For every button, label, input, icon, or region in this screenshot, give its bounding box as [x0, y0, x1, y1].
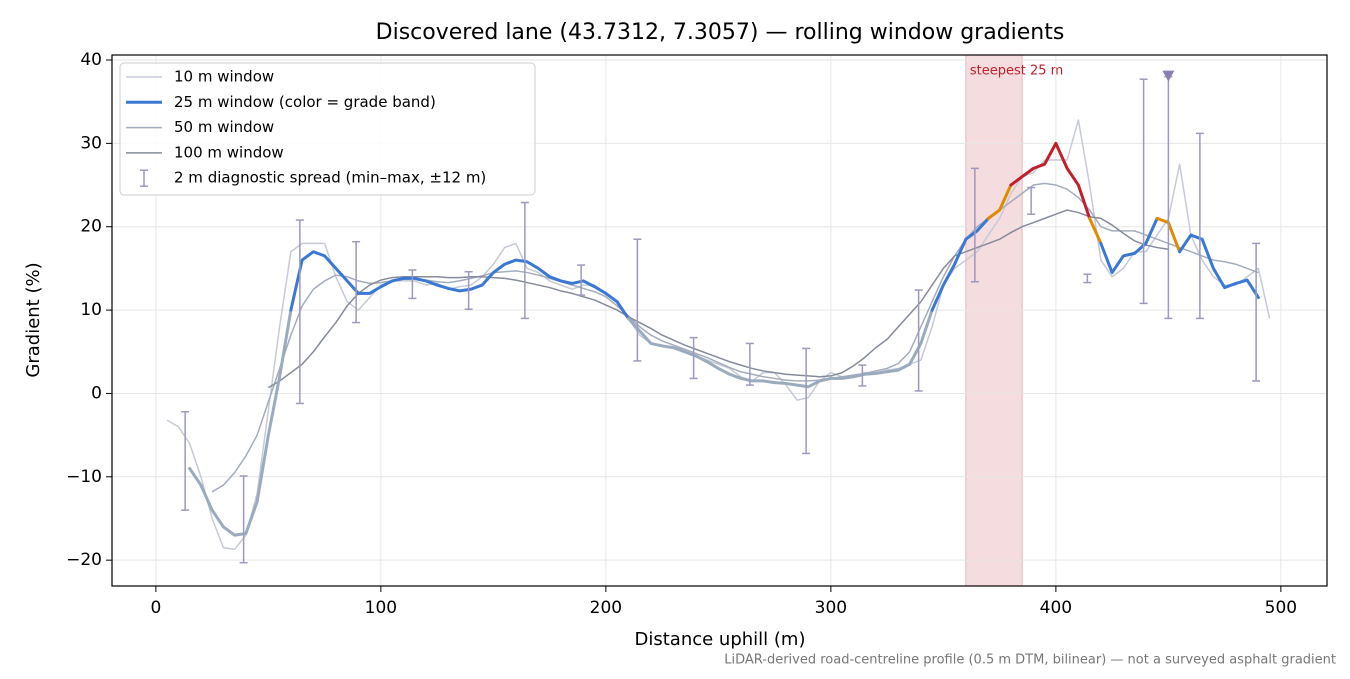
error-bar	[352, 240, 361, 324]
error-bar	[745, 342, 754, 386]
error-bar	[408, 269, 417, 300]
x-tick-label: 300	[815, 598, 847, 618]
line-segment	[626, 308, 934, 389]
x-tick-label: 200	[590, 598, 622, 618]
line	[267, 209, 1169, 389]
x-axis-label: Distance uphill (m)	[635, 629, 806, 650]
x-tick-label: 400	[1040, 598, 1072, 618]
legend-label: 10 m window	[174, 68, 274, 86]
highlight-label: steepest 25 m	[970, 64, 1063, 79]
line	[166, 119, 1271, 551]
error-bar	[464, 270, 473, 310]
line-segment	[1088, 216, 1103, 245]
y-tick-label: 40	[80, 50, 102, 70]
error-bar	[239, 475, 248, 564]
error-bar	[577, 264, 586, 296]
clip-marker	[1162, 70, 1175, 82]
plot-frame	[111, 54, 1328, 587]
error-bar	[1083, 273, 1092, 284]
x-tick-label: 100	[365, 598, 397, 618]
line-segment	[188, 308, 293, 537]
legend-label: 25 m window (color = grade band)	[174, 93, 436, 111]
error-bar	[802, 347, 811, 455]
highlight-span	[965, 54, 1023, 587]
y-tick-label: 20	[80, 217, 102, 237]
y-tick-label: 10	[80, 300, 102, 320]
error-bar	[689, 336, 698, 380]
error-bar	[181, 411, 190, 511]
error-bar	[1195, 132, 1204, 320]
y-tick-label: 0	[91, 383, 102, 403]
error-bar	[970, 167, 979, 283]
y-tick-label: −10	[66, 467, 102, 487]
legend-label: 2 m diagnostic spread (min–max, ±12 m)	[174, 169, 486, 187]
x-tick-label: 0	[150, 598, 161, 618]
error-bar	[1252, 242, 1261, 382]
line-segment	[930, 216, 990, 312]
legend: 10 m window 25 m window (color = grade ba…	[119, 62, 536, 196]
legend-box	[119, 62, 536, 196]
line-segment	[1099, 216, 1159, 275]
x-tick-label: 500	[1265, 598, 1297, 618]
legend-label: 100 m window	[174, 143, 284, 161]
error-bar	[858, 364, 867, 387]
line-segment	[986, 183, 1013, 220]
error-bar	[520, 201, 529, 320]
chart-title: Discovered lane (43.7312, 7.3057) — roll…	[376, 20, 1065, 45]
line-segment	[1178, 233, 1260, 300]
y-axis-label: Gradient (%)	[23, 262, 44, 377]
line-segment	[1009, 141, 1092, 220]
legend-label: 50 m window	[174, 118, 274, 136]
footnote: LiDAR-derived road-centreline profile (0…	[724, 653, 1336, 668]
error-bar	[1139, 78, 1148, 305]
error-bar	[1027, 186, 1036, 215]
error-bar	[295, 219, 304, 405]
error-bar	[633, 238, 642, 362]
y-tick-label: −20	[66, 550, 102, 570]
error-bar	[914, 289, 923, 392]
y-tick-label: 30	[80, 133, 102, 153]
line-segment	[289, 250, 630, 320]
